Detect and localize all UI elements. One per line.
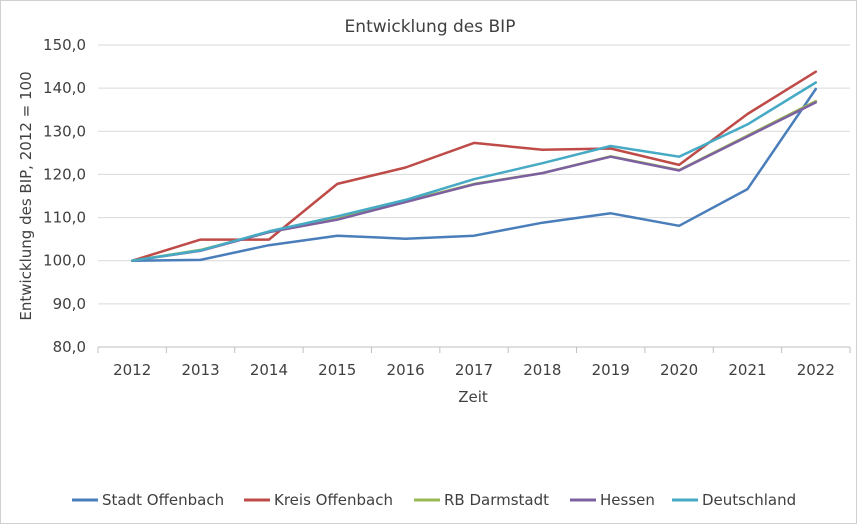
x-tick-label: 2015 bbox=[318, 361, 356, 379]
y-tick-label: 150,0 bbox=[43, 36, 86, 54]
x-tick-label: 2018 bbox=[523, 361, 561, 379]
x-tick-label: 2012 bbox=[113, 361, 151, 379]
x-tick-label: 2022 bbox=[797, 361, 835, 379]
y-axis-label: Entwicklung des BIP, 2012 = 100 bbox=[17, 71, 35, 320]
x-tick-label: 2014 bbox=[250, 361, 288, 379]
series-lines bbox=[130, 70, 818, 262]
x-tick-label: 2017 bbox=[455, 361, 493, 379]
gridlines bbox=[98, 44, 850, 305]
x-axis-label: Zeit bbox=[458, 388, 488, 406]
chart-title: Entwicklung des BIP bbox=[345, 17, 516, 37]
legend-label: Kreis Offenbach bbox=[274, 491, 393, 509]
y-tick-label: 80,0 bbox=[53, 338, 86, 356]
y-axis-ticks: 80,0 90,0 100,0 110,0 120,0 130,0 140,0 150,0 bbox=[43, 36, 86, 356]
legend: Stadt Offenbach Kreis Offenbach RB Darmsta… bbox=[72, 491, 796, 509]
series-line bbox=[130, 101, 818, 262]
y-tick-label: 140,0 bbox=[43, 79, 86, 97]
y-tick-label: 110,0 bbox=[43, 209, 86, 227]
legend-label: Hessen bbox=[600, 491, 655, 509]
legend-label: Stadt Offenbach bbox=[102, 491, 224, 509]
y-tick-label: 90,0 bbox=[53, 295, 86, 313]
x-axis-ticks: 2012 2013 2014 2015 2016 2017 2018 2019 2020 2021… bbox=[97, 347, 851, 379]
x-tick-label: 2020 bbox=[660, 361, 698, 379]
series-line bbox=[130, 70, 818, 262]
series-line bbox=[130, 87, 818, 262]
legend-label: Deutschland bbox=[702, 491, 796, 509]
x-tick-label: 2021 bbox=[728, 361, 766, 379]
y-tick-label: 100,0 bbox=[43, 252, 86, 270]
y-tick-label: 130,0 bbox=[43, 122, 86, 140]
x-tick-label: 2019 bbox=[592, 361, 630, 379]
x-tick-label: 2016 bbox=[387, 361, 425, 379]
legend-label: RB Darmstadt bbox=[444, 491, 549, 509]
x-tick-label: 2013 bbox=[181, 361, 219, 379]
y-tick-label: 120,0 bbox=[43, 165, 86, 183]
series-line bbox=[130, 81, 818, 262]
